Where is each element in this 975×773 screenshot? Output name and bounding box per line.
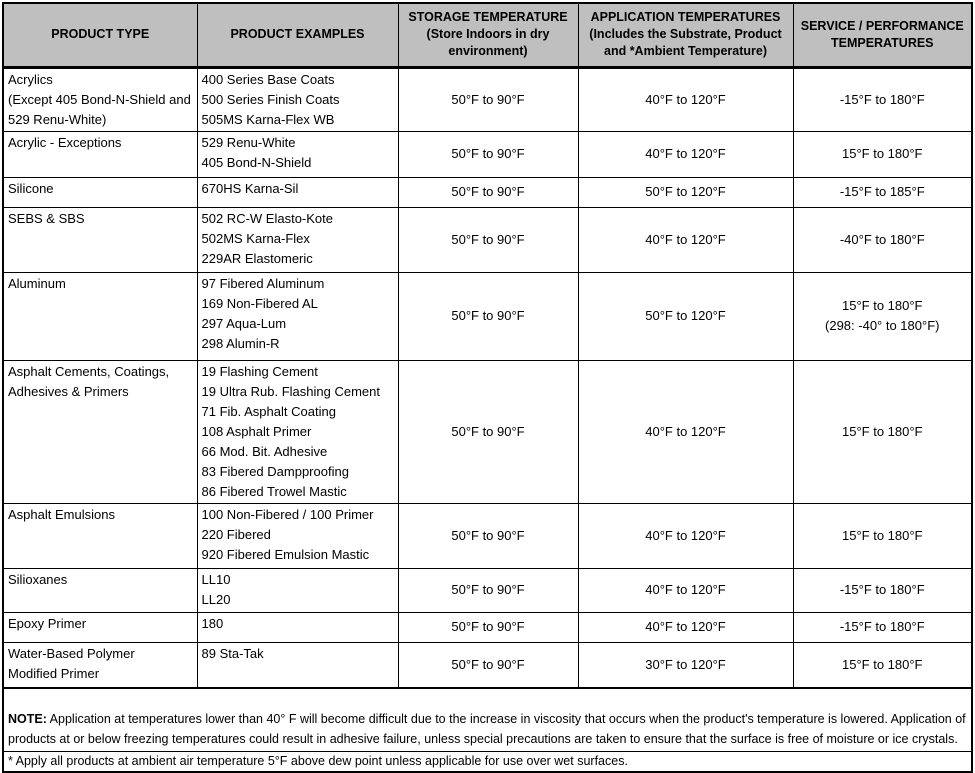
storage-temp-cell: 50°F to 90°F	[397, 176, 579, 208]
product-examples-cell: LL10 LL20	[196, 567, 399, 613]
note-text: Application at temperatures lower than 4…	[8, 712, 966, 746]
product-examples-cell: 19 Flashing Cement 19 Ultra Rub. Flashin…	[196, 359, 399, 504]
application-temp-cell: 40°F to 120°F	[577, 502, 794, 569]
storage-temp-cell: 50°F to 90°F	[397, 641, 579, 689]
table-row-silicone: Silicone 670HS Karna-Sil 50°F to 90°F 50…	[2, 176, 973, 208]
product-type-cell: Asphalt Emulsions	[2, 502, 198, 569]
storage-temp-cell: 50°F to 90°F	[397, 271, 579, 361]
product-examples-cell: 100 Non-Fibered / 100 Primer 220 Fibered…	[196, 502, 399, 569]
header-storage-temperature: STORAGE TEMPERATURE (Store Indoors in dr…	[397, 2, 579, 69]
product-type-cell: Epoxy Primer	[2, 611, 198, 643]
service-temp-cell: 15°F to 180°F	[792, 359, 973, 504]
application-temp-cell: 50°F to 120°F	[577, 271, 794, 361]
application-temp-cell: 40°F to 120°F	[577, 206, 794, 273]
application-temp-cell: 40°F to 120°F	[577, 66, 794, 132]
storage-temp-cell: 50°F to 90°F	[397, 359, 579, 504]
product-type-cell: Acrylic - Exceptions	[2, 130, 198, 178]
storage-temp-cell: 50°F to 90°F	[397, 567, 579, 613]
service-temp-cell: -40°F to 180°F	[792, 206, 973, 273]
application-temp-cell: 40°F to 120°F	[577, 567, 794, 613]
product-type-cell: Water-Based Polymer Modified Primer	[2, 641, 198, 689]
note-paragraph: NOTE: Application at temperatures lower …	[2, 687, 973, 752]
table-header: PRODUCT TYPE PRODUCT EXAMPLES STORAGE TE…	[2, 2, 973, 69]
table-row-aluminum: Aluminum 97 Fibered Aluminum 169 Non-Fib…	[2, 271, 973, 361]
application-temp-cell: 40°F to 120°F	[577, 359, 794, 504]
product-type-cell: Aluminum	[2, 271, 198, 361]
header-product-type: PRODUCT TYPE	[2, 2, 198, 69]
product-examples-cell: 502 RC-W Elasto-Kote 502MS Karna-Flex 22…	[196, 206, 399, 273]
table-row-acrylics: Acrylics (Except 405 Bond-N-Shield and 5…	[2, 66, 973, 132]
product-examples-cell: 529 Renu-White 405 Bond-N-Shield	[196, 130, 399, 178]
footnote-row: * Apply all products at ambient air temp…	[2, 751, 973, 773]
service-temp-cell: -15°F to 180°F	[792, 567, 973, 613]
product-examples-cell: 670HS Karna-Sil	[196, 176, 399, 208]
product-examples-cell: 89 Sta-Tak	[196, 641, 399, 689]
table-row-water-based-polymer: Water-Based Polymer Modified Primer 89 S…	[2, 641, 973, 689]
product-type-cell: Silicone	[2, 176, 198, 208]
table-row-asphalt-emulsions: Asphalt Emulsions 100 Non-Fibered / 100 …	[2, 502, 973, 569]
service-temp-cell: 15°F to 180°F (298: -40° to 180°F)	[792, 271, 973, 361]
service-temp-cell: -15°F to 185°F	[792, 176, 973, 208]
header-application-temperatures: APPLICATION TEMPERATURES (Includes the S…	[577, 2, 794, 69]
application-temp-cell: 50°F to 120°F	[577, 176, 794, 208]
storage-temp-cell: 50°F to 90°F	[397, 130, 579, 178]
product-examples-cell: 180	[196, 611, 399, 643]
table-row-silioxanes: Silioxanes LL10 LL20 50°F to 90°F 40°F t…	[2, 567, 973, 613]
product-type-cell: SEBS & SBS	[2, 206, 198, 273]
service-temp-cell: -15°F to 180°F	[792, 611, 973, 643]
product-examples-cell: 400 Series Base Coats 500 Series Finish …	[196, 66, 399, 132]
header-service-performance-temperatures: SERVICE / PERFORMANCE TEMPERATURES	[792, 2, 973, 69]
table-row-asphalt-cements: Asphalt Cements, Coatings, Adhesives & P…	[2, 359, 973, 504]
table-row-epoxy-primer: Epoxy Primer 180 50°F to 90°F 40°F to 12…	[2, 611, 973, 643]
note-row: NOTE: Application at temperatures lower …	[2, 687, 973, 752]
service-temp-cell: 15°F to 180°F	[792, 502, 973, 569]
application-temp-cell: 40°F to 120°F	[577, 130, 794, 178]
header-row: PRODUCT TYPE PRODUCT EXAMPLES STORAGE TE…	[2, 2, 973, 69]
note-label: NOTE:	[8, 712, 47, 726]
header-product-examples: PRODUCT EXAMPLES	[196, 2, 399, 69]
table-row-acrylic-exceptions: Acrylic - Exceptions 529 Renu-White 405 …	[2, 130, 973, 178]
storage-temp-cell: 50°F to 90°F	[397, 611, 579, 643]
storage-temp-cell: 50°F to 90°F	[397, 502, 579, 569]
product-examples-cell: 97 Fibered Aluminum 169 Non-Fibered AL 2…	[196, 271, 399, 361]
table-row-sebs-sbs: SEBS & SBS 502 RC-W Elasto-Kote 502MS Ka…	[2, 206, 973, 273]
application-temp-cell: 40°F to 120°F	[577, 611, 794, 643]
storage-temp-cell: 50°F to 90°F	[397, 66, 579, 132]
table-body: Acrylics (Except 405 Bond-N-Shield and 5…	[2, 66, 973, 773]
product-type-cell: Acrylics (Except 405 Bond-N-Shield and 5…	[2, 66, 198, 132]
service-temp-cell: -15°F to 180°F	[792, 66, 973, 132]
service-temp-cell: 15°F to 180°F	[792, 130, 973, 178]
footnote-text: * Apply all products at ambient air temp…	[2, 751, 973, 773]
application-temp-cell: 30°F to 120°F	[577, 641, 794, 689]
product-type-cell: Asphalt Cements, Coatings, Adhesives & P…	[2, 359, 198, 504]
storage-temp-cell: 50°F to 90°F	[397, 206, 579, 273]
service-temp-cell: 15°F to 180°F	[792, 641, 973, 689]
product-type-cell: Silioxanes	[2, 567, 198, 613]
